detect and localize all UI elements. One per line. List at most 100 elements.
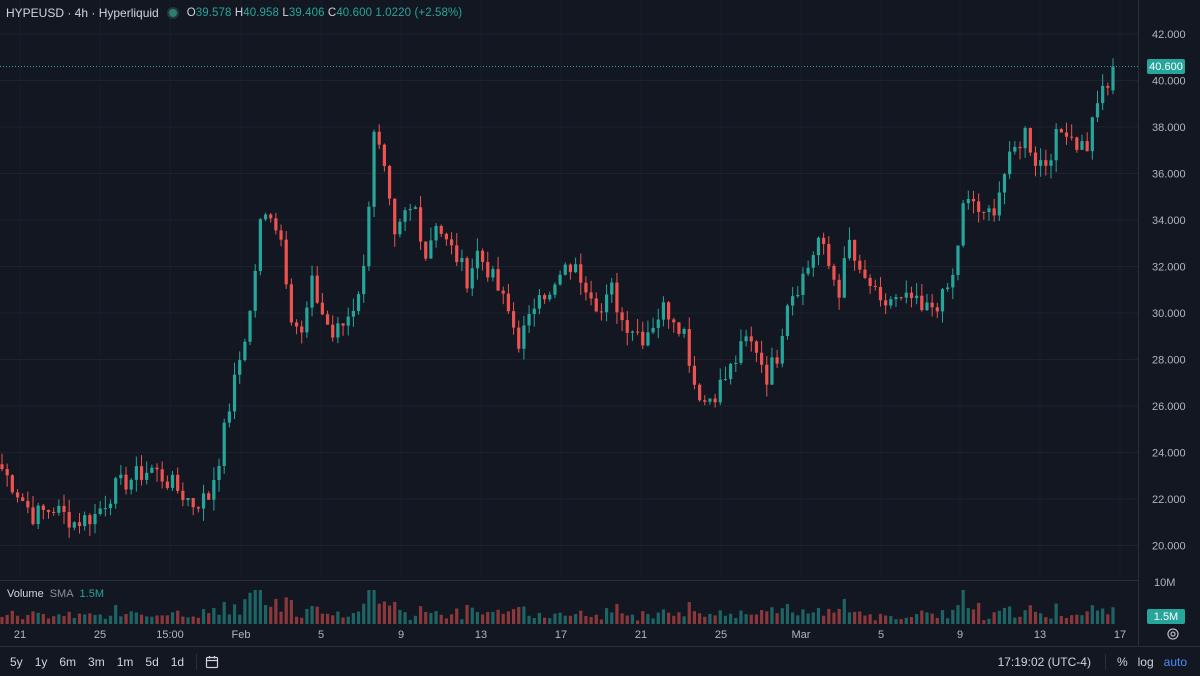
range-5d-button[interactable]: 5d (145, 654, 159, 669)
volume-bar (1013, 617, 1017, 624)
volume-bar (682, 616, 686, 624)
volume-bar (382, 601, 386, 624)
percent-toggle[interactable]: % (1116, 654, 1128, 669)
volume-bar (1002, 607, 1007, 624)
volume-bar (413, 615, 417, 624)
candle-body (785, 305, 790, 336)
volume-bar (196, 617, 200, 624)
candle-body (579, 264, 583, 283)
candle-body (992, 208, 996, 216)
volume-bar (57, 614, 61, 624)
volume-bar (920, 610, 924, 624)
candle-body (124, 474, 128, 490)
range-5y-button[interactable]: 5y (10, 654, 23, 669)
volume-bar (1075, 614, 1079, 624)
range-1y-button[interactable]: 1y (34, 654, 48, 669)
candle-body (703, 400, 707, 402)
candle-body (470, 268, 474, 289)
volume-bar (315, 606, 319, 624)
range-buttons: 5y 1y 6m 3m 1m 5d 1d (4, 655, 190, 669)
volume-bar (940, 610, 945, 624)
volume-bar (997, 610, 1001, 624)
candle-body (1080, 141, 1084, 150)
volume-bar (367, 590, 371, 624)
volume-bar (46, 618, 51, 624)
candle-body (604, 294, 609, 313)
volume-bar (563, 615, 567, 624)
candle-body (822, 237, 826, 245)
volume-bar (889, 616, 893, 624)
volume-bar (966, 608, 970, 624)
volume-bar (961, 590, 965, 624)
range-3m-button[interactable]: 3m (88, 654, 105, 669)
volume-bar (77, 613, 82, 624)
candle-body (837, 279, 841, 298)
volume-bar (951, 609, 955, 624)
candle-body (1085, 141, 1089, 152)
candle-body (248, 310, 252, 342)
candle-body (134, 466, 138, 480)
volume-bar (584, 615, 588, 624)
volume-bar (1111, 607, 1115, 624)
volume-bar (827, 608, 831, 624)
candle-body (424, 241, 428, 259)
candle-body (88, 515, 92, 525)
candle-body (1095, 103, 1100, 118)
volume-bar (610, 612, 614, 624)
candle-body (139, 466, 144, 480)
candle-body (382, 144, 386, 167)
candle-body (1111, 66, 1115, 91)
symbol-title[interactable]: HYPEUSD · 4h · Hyperliquid (6, 6, 159, 20)
candle-body (336, 323, 340, 338)
candle-body (21, 497, 25, 501)
candle-body (305, 307, 309, 333)
volume-bar (770, 607, 774, 624)
volume-bar (232, 604, 237, 624)
market-status-icon (168, 9, 177, 17)
calendar-icon[interactable] (205, 655, 219, 669)
volume-bar (418, 606, 423, 624)
volume-bar (243, 599, 247, 624)
volume-bar (698, 613, 702, 624)
candle-body (181, 490, 185, 500)
candle-body (775, 357, 779, 364)
volume-bar (615, 603, 619, 624)
candle-body (568, 264, 573, 273)
candle-body (770, 357, 774, 385)
candle-body (41, 505, 45, 510)
auto-scale-toggle[interactable]: auto (1163, 654, 1187, 669)
candle-body (951, 274, 955, 288)
candle-body (532, 308, 536, 315)
volume-bar (625, 615, 629, 624)
candle-body (491, 269, 495, 278)
candle-body (760, 352, 764, 365)
candle-body (377, 131, 381, 145)
volume-bar (729, 613, 733, 624)
candle-body (77, 522, 82, 527)
range-6m-button[interactable]: 6m (59, 654, 77, 669)
volume-bar (904, 617, 908, 624)
volume-bar (21, 619, 25, 624)
log-toggle[interactable]: log (1137, 654, 1154, 669)
volume-bar (486, 612, 490, 624)
candle-body (238, 360, 242, 375)
candle-body (207, 493, 211, 500)
range-1d-button[interactable]: 1d (170, 654, 185, 669)
candle-body (796, 294, 800, 297)
clock-timezone[interactable]: 17:19:02 (UTC-4) (997, 654, 1091, 669)
candle-body (1033, 152, 1038, 166)
range-1m-button[interactable]: 1m (116, 654, 134, 669)
volume-bar (362, 603, 366, 624)
volume-bar (114, 605, 118, 624)
candle-body (460, 258, 464, 263)
candle-body (651, 327, 655, 333)
candle-body (1002, 174, 1007, 193)
candle-body (176, 474, 180, 491)
candle-body (873, 285, 877, 287)
candle-body (191, 498, 195, 508)
volume-last-tag: 1.5M (1147, 609, 1185, 624)
candle-body (1018, 146, 1022, 149)
gear-icon[interactable] (1166, 627, 1180, 641)
volume-bar (341, 617, 345, 624)
